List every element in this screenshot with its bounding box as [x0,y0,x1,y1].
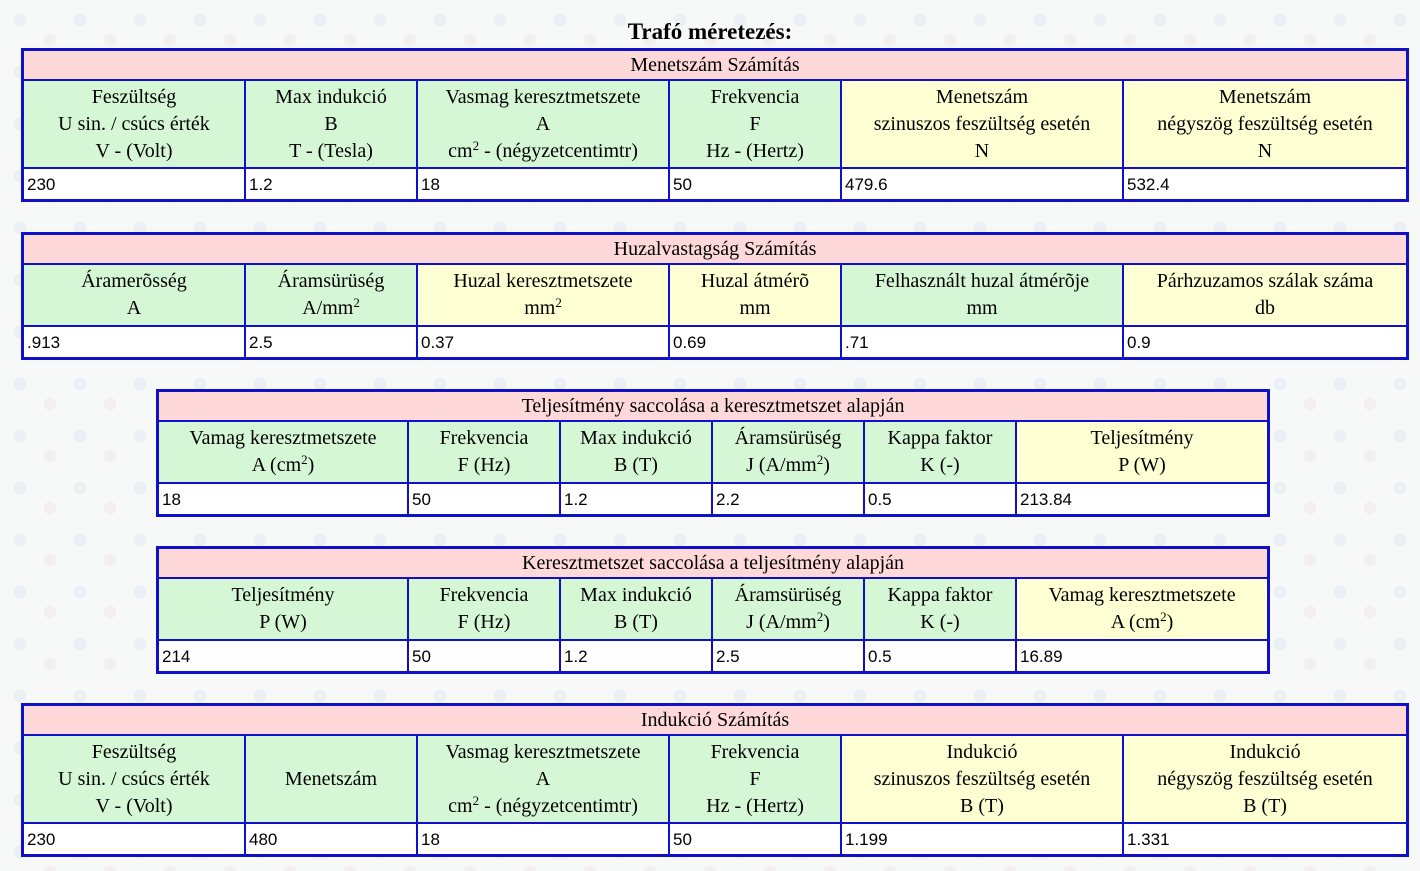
max-indukcio-input[interactable] [246,172,416,197]
teljesitmeny-output[interactable] [1017,487,1268,512]
header-frekvencia: Frekvencia F Hz - (Hertz) [669,735,841,823]
header-kappa-faktor: Kappa faktor K (-) [864,421,1016,483]
huzal-keresztmetszet-output[interactable] [418,330,668,355]
header-felhasznalt-atmero: Felhasznált huzal átmérõje mm [841,264,1123,326]
header-aramsuruseg: Áramsürüség A/mm2 [245,264,417,326]
indukcio-szinusz-output[interactable] [842,827,1122,852]
kappa-faktor-input[interactable] [865,487,1015,512]
vasmag-input[interactable] [418,172,668,197]
max-indukcio-input[interactable] [561,644,711,669]
header-indukcio-szinusz: Indukció szinuszos feszültség esetén B (T) [841,735,1123,823]
vamag-keresztmetszet-input[interactable] [159,487,407,512]
header-aramerosseg: Áramerõsség A [23,264,245,326]
huzal-atmero-output[interactable] [670,330,840,355]
page-title: Trafó méretezés: [627,19,793,44]
menetszam-table: Menetszám Számítás Feszültség U sin. / cs… [21,48,1410,202]
feszultseg-input[interactable] [24,827,244,852]
header-aramsuruseg: Áramsürüség J (A/mm2) [712,421,864,483]
frekvencia-input[interactable] [409,644,559,669]
menetszam-szinusz-output[interactable] [842,172,1122,197]
header-feszultseg: Feszültség U sin. / csúcs érték V - (Volt) [23,735,245,823]
max-indukcio-input[interactable] [561,487,711,512]
header-teljesitmeny: Teljesítmény P (W) [158,578,408,640]
parhuzamos-szalak-output[interactable] [1124,330,1407,355]
header-menetszam-szinusz: Menetszám szinuszos feszültség esetén N [841,80,1123,168]
felhasznalt-atmero-input[interactable] [842,330,1122,355]
header-feszultseg: Feszültség U sin. / csúcs érték V - (Volt) [23,80,245,168]
header-max-indukcio: Max indukció B (T) [560,421,712,483]
aramerosseg-input[interactable] [24,330,244,355]
header-aramsuruseg: Áramsürüség J (A/mm2) [712,578,864,640]
header-max-indukcio: Max indukció B (T) [560,578,712,640]
header-menetszam: Menetszám [245,735,417,823]
header-menetszam-negyszog: Menetszám négyszög feszültség esetén N [1123,80,1408,168]
keresztmetszet-title: Keresztmetszet saccolása a teljesítmény … [158,548,1269,578]
vasmag-input[interactable] [418,827,668,852]
menetszam-title: Menetszám Számítás [23,50,1408,80]
header-frekvencia: Frekvencia F (Hz) [408,421,560,483]
indukcio-negyszog-output[interactable] [1124,827,1407,852]
vamag-keresztmetszet-output[interactable] [1017,644,1268,669]
aramsuruseg-input[interactable] [713,487,863,512]
header-max-indukcio: Max indukció B T - (Tesla) [245,80,417,168]
frekvencia-input[interactable] [409,487,559,512]
kappa-faktor-input[interactable] [865,644,1015,669]
menetszam-input[interactable] [246,827,416,852]
aramsuruseg-input[interactable] [713,644,863,669]
frekvencia-input[interactable] [670,172,840,197]
header-huzal-atmero: Huzal átmérõ mm [669,264,841,326]
header-indukcio-negyszog: Indukció négyszög feszültség esetén B (T) [1123,735,1408,823]
indukcio-title: Indukció Számítás [23,705,1408,735]
header-vamag-keresztmetszet: Vamag keresztmetszete A (cm2) [1016,578,1269,640]
teljesitmeny-table: Teljesítmény saccolása a keresztmetszet … [156,389,1271,517]
teljesitmeny-input[interactable] [159,644,407,669]
header-frekvencia: Frekvencia F Hz - (Hertz) [669,80,841,168]
header-parhuzamos-szalak: Párhzuzamos szálak száma db [1123,264,1408,326]
aramsuruseg-input[interactable] [246,330,416,355]
indukcio-table: Indukció Számítás Feszültség U sin. / csú… [21,703,1410,857]
keresztmetszet-table: Keresztmetszet saccolása a teljesítmény … [156,546,1271,674]
header-frekvencia: Frekvencia F (Hz) [408,578,560,640]
menetszam-negyszog-output[interactable] [1124,172,1407,197]
huzal-title: Huzalvastagság Számítás [23,234,1408,264]
header-kappa-faktor: Kappa faktor K (-) [864,578,1016,640]
huzal-table: Huzalvastagság Számítás Áramerõsség A Ára… [21,232,1410,360]
header-huzal-keresztmetszet: Huzal keresztmetszete mm2 [417,264,669,326]
header-vamag-keresztmetszet: Vamag keresztmetszete A (cm2) [158,421,408,483]
frekvencia-input[interactable] [670,827,840,852]
teljesitmeny-title: Teljesítmény saccolása a keresztmetszet … [158,391,1269,421]
feszultseg-input[interactable] [24,172,244,197]
header-teljesitmeny: Teljesítmény P (W) [1016,421,1269,483]
